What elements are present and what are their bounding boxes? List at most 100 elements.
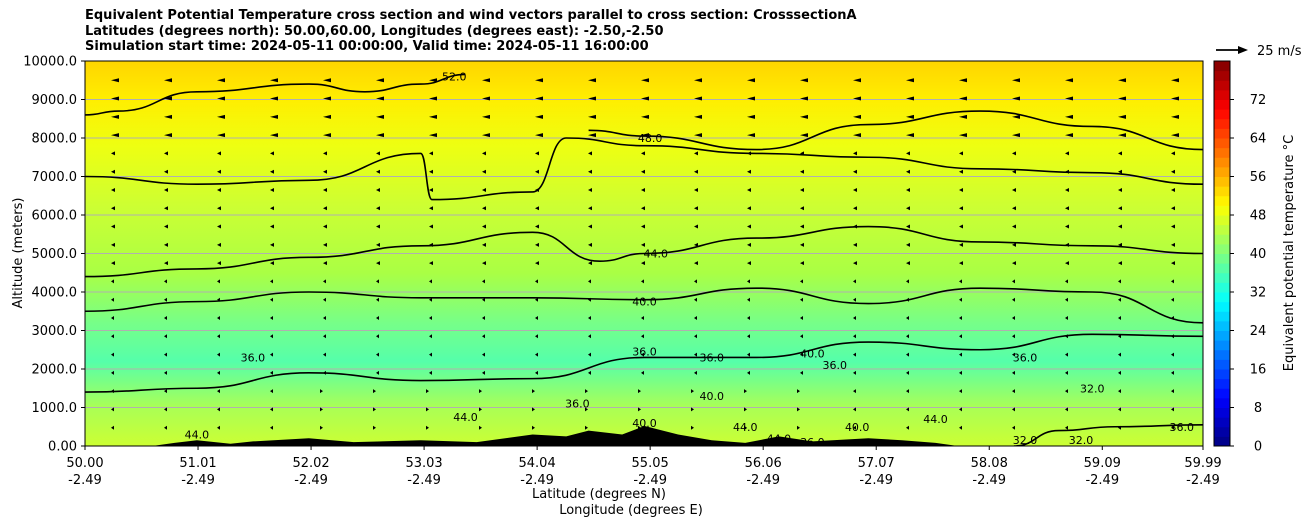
wind-vector xyxy=(641,169,645,174)
wind-vector xyxy=(797,425,800,430)
wind-vector xyxy=(270,151,274,156)
wind-vector xyxy=(906,370,909,375)
x-tick-label-lat: 55.05 xyxy=(632,456,669,471)
wind-vector xyxy=(638,389,641,394)
wind-vector xyxy=(1171,96,1179,101)
wind-vector xyxy=(1012,187,1016,192)
wind-vector xyxy=(906,315,909,320)
wind-vector xyxy=(1012,242,1016,247)
wind-vector xyxy=(585,389,588,394)
wind-vector xyxy=(111,242,115,247)
wind-vector xyxy=(376,315,379,320)
contour-line-36 xyxy=(85,333,1203,393)
wind-vector xyxy=(1118,315,1121,320)
wind-vector xyxy=(1171,187,1175,192)
wind-vector xyxy=(959,334,962,339)
wind-vector xyxy=(959,425,962,430)
x-tick-label-lon: -2.49 xyxy=(520,473,554,488)
wind-vector xyxy=(111,151,115,156)
wind-vector xyxy=(1065,261,1069,266)
wind-vector xyxy=(588,261,592,266)
colorbar-segment xyxy=(1214,263,1230,274)
wind-vector xyxy=(323,169,327,174)
wind-vector xyxy=(959,297,962,302)
wind-vector xyxy=(853,389,856,394)
colorbar: 0 8 16 24 32 40 48 56 64 72 xyxy=(1213,60,1266,455)
wind-vector xyxy=(270,389,273,394)
wind-vector xyxy=(800,187,804,192)
wind-vector xyxy=(959,224,963,229)
wind-vector xyxy=(270,407,273,412)
wind-vector xyxy=(1012,261,1016,266)
wind-vector xyxy=(694,279,697,284)
chart-title: Equivalent Potential Temperature cross s… xyxy=(85,8,857,55)
wind-vector xyxy=(373,407,376,412)
wind-vector xyxy=(694,114,702,119)
wind-vector xyxy=(376,187,380,192)
wind-vector xyxy=(906,352,909,357)
wind-vector xyxy=(1065,352,1068,357)
wind-vector xyxy=(959,315,962,320)
wind-vector xyxy=(1065,151,1069,156)
wind-vector xyxy=(747,370,750,375)
wind-vector xyxy=(1118,114,1126,119)
wind-vector xyxy=(482,151,486,156)
contour-label: 48.0 xyxy=(638,132,663,145)
colorbar-segment xyxy=(1214,186,1230,197)
wind-vector xyxy=(535,78,543,83)
x-tick-label-lon: -2.49 xyxy=(68,473,102,488)
wind-vector xyxy=(164,169,168,174)
wind-vector xyxy=(641,370,644,375)
wind-vector xyxy=(429,78,437,83)
wind-vector xyxy=(429,114,437,119)
wind-vector xyxy=(323,261,327,266)
wind-vector xyxy=(429,297,432,302)
wind-vector xyxy=(535,133,543,138)
y-tick-label: 7000.0 xyxy=(32,170,78,185)
wind-vector xyxy=(1012,224,1016,229)
wind-vector xyxy=(744,389,747,394)
wind-vector xyxy=(164,96,172,101)
y-tick-label: 9000.0 xyxy=(32,93,78,108)
colorbar-segment xyxy=(1214,243,1230,254)
wind-vector xyxy=(588,315,591,320)
wind-vector xyxy=(853,187,857,192)
wind-vector xyxy=(853,206,857,211)
wind-vector xyxy=(535,279,538,284)
wind-vector xyxy=(1012,297,1015,302)
x-tick-label-lat: 51.01 xyxy=(179,456,216,471)
wind-vector xyxy=(323,224,327,229)
wind-vector xyxy=(959,169,963,174)
wind-vector xyxy=(535,334,538,339)
wind-vector xyxy=(1118,334,1121,339)
colorbar-segment xyxy=(1214,417,1230,428)
wind-vector xyxy=(217,352,220,357)
wind-vector xyxy=(376,297,379,302)
contour-label: 36.0 xyxy=(1169,421,1194,434)
wind-vector xyxy=(800,334,803,339)
wind-vector xyxy=(588,96,596,101)
wind-vector xyxy=(959,389,962,394)
wind-vector xyxy=(797,407,800,412)
colorbar-segment xyxy=(1214,109,1230,120)
wind-vector xyxy=(853,370,856,375)
wind-vector xyxy=(906,169,910,174)
wind-vector xyxy=(1171,114,1179,119)
wind-vector xyxy=(532,425,535,430)
wind-vector xyxy=(482,370,485,375)
wind-vector xyxy=(800,151,804,156)
wind-vector xyxy=(747,151,751,156)
wind-vector xyxy=(1012,169,1016,174)
wind-vector xyxy=(217,334,220,339)
wind-vector xyxy=(1012,151,1016,156)
wind-vector xyxy=(535,315,538,320)
wind-vector xyxy=(906,389,909,394)
colorbar-segment xyxy=(1214,349,1230,360)
wind-vector xyxy=(585,407,588,412)
colorbar-segment xyxy=(1214,311,1230,322)
wind-vector xyxy=(1118,169,1122,174)
wind-vector xyxy=(111,96,119,101)
wind-vector xyxy=(1065,78,1073,83)
colorbar-segment xyxy=(1214,118,1230,129)
contour-label: 32.0 xyxy=(1080,382,1105,395)
